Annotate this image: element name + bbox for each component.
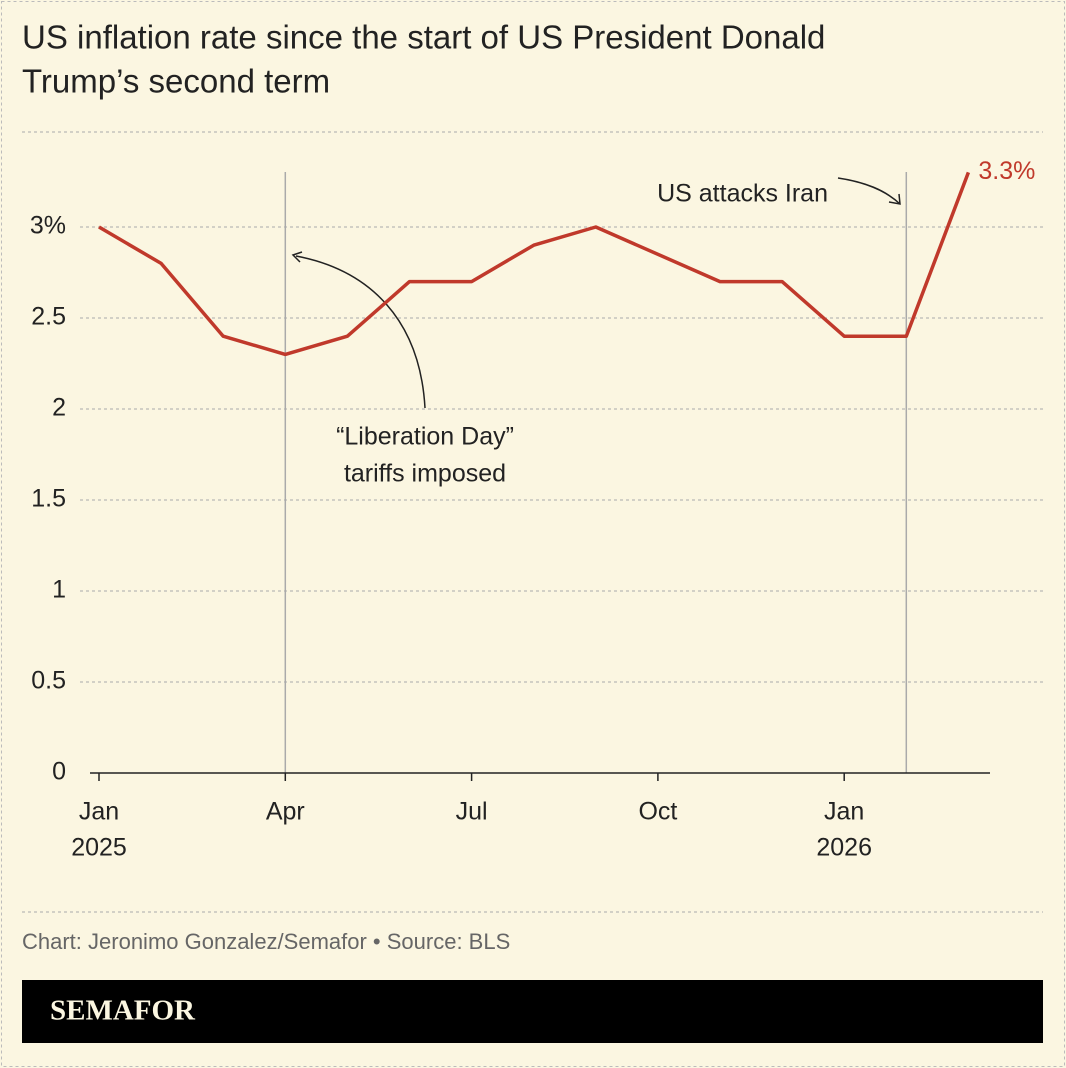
x-tick-label: Jul [456, 798, 488, 826]
annotation: tariffs imposed [344, 460, 506, 488]
x-tick-label: 2026 [816, 834, 872, 862]
brand-bar [22, 980, 1043, 1043]
annotation: US attacks Iran [657, 180, 828, 208]
x-tick-label: Jan [824, 798, 864, 826]
y-tick-label: 0 [52, 758, 66, 786]
y-tick-label: 2.5 [31, 303, 66, 331]
chart-title: Trump’s second term [22, 63, 330, 100]
x-tick-label: Oct [638, 798, 677, 826]
arrow [837, 177, 901, 205]
chart-title: US inflation rate since the start of US … [22, 19, 825, 56]
x-tick-label: Apr [266, 798, 305, 826]
x-tick-label: 2025 [71, 834, 127, 862]
brand: SEMAFOR [50, 995, 196, 1027]
line [98, 171, 971, 357]
source: Chart: Jeronimo Gonzalez/Semafor • Sourc… [22, 929, 510, 954]
y-tick-label: 1.5 [31, 485, 66, 513]
annotation: “Liberation Day” [336, 423, 514, 451]
y-tick-label: 0.5 [31, 667, 66, 695]
y-tick-label: 1 [52, 576, 66, 604]
y-tick-label: 3% [30, 212, 66, 240]
x-tick-label: Jan [79, 798, 119, 826]
value-label: 3.3% [978, 157, 1035, 185]
y-tick-label: 2 [52, 394, 66, 422]
arrow-head [888, 193, 901, 205]
arrow-head [291, 251, 303, 263]
